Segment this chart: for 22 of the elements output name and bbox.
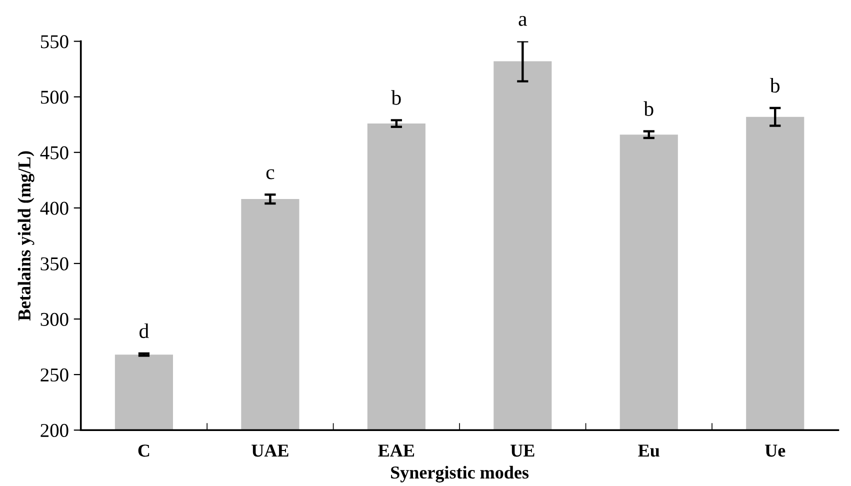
annotation: a xyxy=(518,16,527,26)
y-axis-title: Betalains yield (mg/L) xyxy=(18,151,34,321)
x-tick-label: C xyxy=(138,444,150,457)
y-tick-label: 300 xyxy=(40,312,68,326)
x-axis-title: Synergistic modes xyxy=(391,466,529,482)
x-tick-label: Eu xyxy=(638,444,660,457)
x-tick-label: UAE xyxy=(252,444,288,457)
x-tick-label: EAE xyxy=(378,444,414,457)
annotation: c xyxy=(266,169,274,180)
y-tick-label: 500 xyxy=(41,90,68,104)
annotation: d xyxy=(140,323,149,338)
x-tick-label: Ue xyxy=(765,444,786,457)
y-tick-label: 250 xyxy=(40,368,68,382)
y-tick-label: 400 xyxy=(40,202,68,215)
x-tick-label: UE xyxy=(510,444,534,457)
annotation: b xyxy=(770,78,780,93)
y-tick-label: 350 xyxy=(40,257,68,270)
y-tick-label: 200 xyxy=(40,424,68,438)
annotation: b xyxy=(644,101,654,116)
annotation: b xyxy=(391,90,401,105)
y-tick-label: 550 xyxy=(41,35,68,48)
y-tick-label: 450 xyxy=(40,146,68,160)
